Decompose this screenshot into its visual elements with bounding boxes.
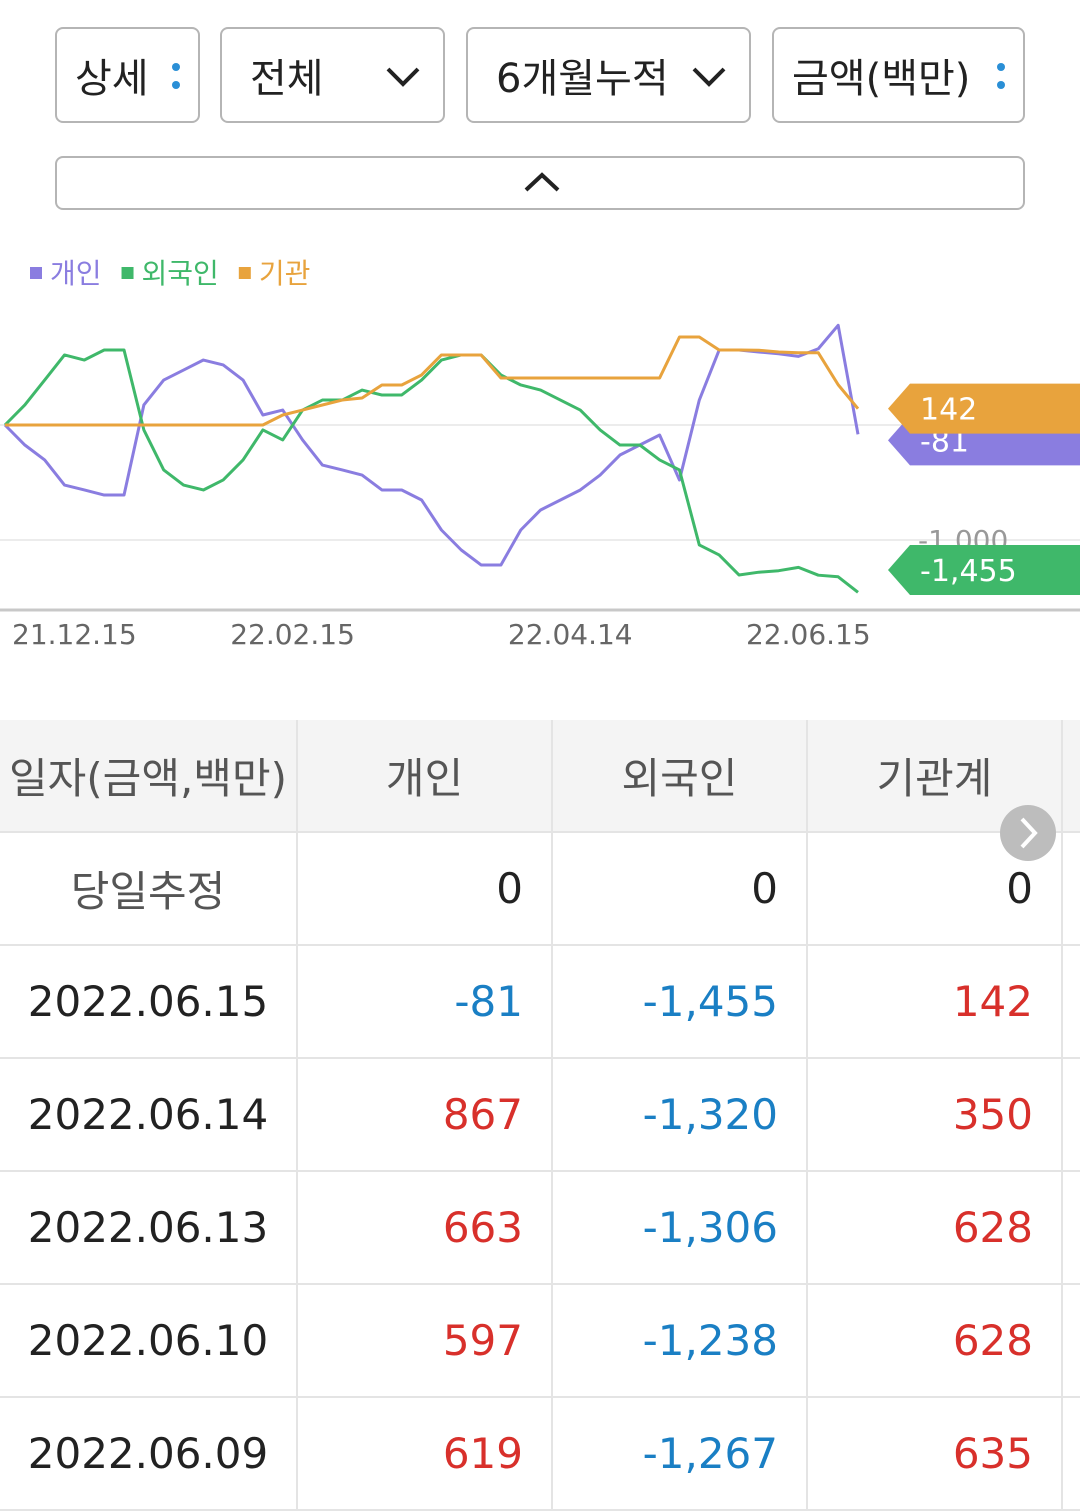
table-row: 당일추정 0 0 0 [0,833,1080,946]
detail-button[interactable]: 상세 [55,27,200,123]
button-label: 금액(백만) [792,56,971,102]
value-cell: 0 [298,833,553,944]
value-cell: -1,238 [553,1285,808,1396]
select-label: 전체 [250,56,324,102]
header-cell: 기관계 [808,720,1063,831]
value-cell: -1,320 [553,1059,808,1170]
dots-icon [997,63,1005,89]
end-tag-label: 142 [920,393,977,428]
scroll-right-button[interactable] [999,804,1057,862]
legend-swatch [238,267,251,279]
date-cell: 당일추정 [0,833,298,944]
button-label: 상세 [75,56,149,102]
value-cell: 663 [298,1172,553,1283]
value-cell: 142 [808,946,1063,1057]
header-cell: 일자(금액,백만) [0,720,298,831]
x-tick-label: 21.12.15 [12,618,137,651]
chevron-down [692,67,726,87]
series-line [3,323,860,567]
end-tag [888,383,1080,434]
dots-icon [172,63,180,89]
value-cell: 597 [298,1285,553,1396]
chevron-down [386,67,420,87]
series-line [3,348,859,594]
table-row: 2022.06.14 867 -1,320 350 [0,1059,1080,1172]
value-cell: 619 [298,1398,553,1509]
value-cell: 628 [808,1285,1063,1396]
legend-swatch [30,267,42,279]
legend-label: 기관 [259,257,311,290]
value-cell: 0 [553,833,808,944]
table-row: 2022.06.10 597 -1,238 628 [0,1285,1080,1398]
chart: 0-1,00021.12.1522.02.1522.04.1422.06.15개… [0,257,1080,651]
legend-label: 개인 [50,257,102,290]
value-cell: -1,267 [553,1398,808,1509]
scope-select[interactable]: 전체 [220,27,445,123]
date-cell: 2022.06.15 [0,946,298,1057]
x-tick-label: 22.04.14 [508,618,633,651]
unit-button[interactable]: 금액(백만) [772,27,1025,123]
table-row: 2022.06.15 -81 -1,455 142 [0,946,1080,1059]
table-row: 2022.06.09 619 -1,267 635 [0,1398,1080,1511]
date-cell: 2022.06.09 [0,1398,298,1509]
table: 일자(금액,백만) 개인 외국인 기관계 당일추정 0 0 0 2022.06.15 -81 -1,… [0,720,1080,1511]
value-cell: 628 [808,1172,1063,1283]
chevron-up [524,172,560,192]
header-cell: 외국인 [553,720,808,831]
legend-label: 외국인 [142,257,219,290]
value-cell: 867 [298,1059,553,1170]
date-cell: 2022.06.10 [0,1285,298,1396]
period-select[interactable]: 6개월누적 [466,27,751,123]
value-cell: 635 [808,1398,1063,1509]
value-cell: -81 [298,946,553,1057]
value-cell: 350 [808,1059,1063,1170]
table-row: 2022.06.13 663 -1,306 628 [0,1172,1080,1285]
series-line [5,335,860,427]
date-cell: 2022.06.14 [0,1059,298,1170]
end-tag [888,545,1080,595]
x-tick-label: 22.02.15 [230,618,355,651]
value-cell: -1,306 [553,1172,808,1283]
select-label: 6개월누적 [496,56,669,102]
legend-swatch [121,267,134,279]
value-cell: 0 [808,833,1063,944]
value-cell: -1,455 [553,946,808,1057]
header-row: 일자(금액,백만) 개인 외국인 기관계 [0,720,1080,833]
x-tick-label: 22.06.15 [746,618,871,651]
date-cell: 2022.06.13 [0,1172,298,1283]
header-cell: 개인 [298,720,553,831]
collapse-button[interactable] [55,156,1025,210]
end-tag-label: -1,455 [920,554,1017,589]
